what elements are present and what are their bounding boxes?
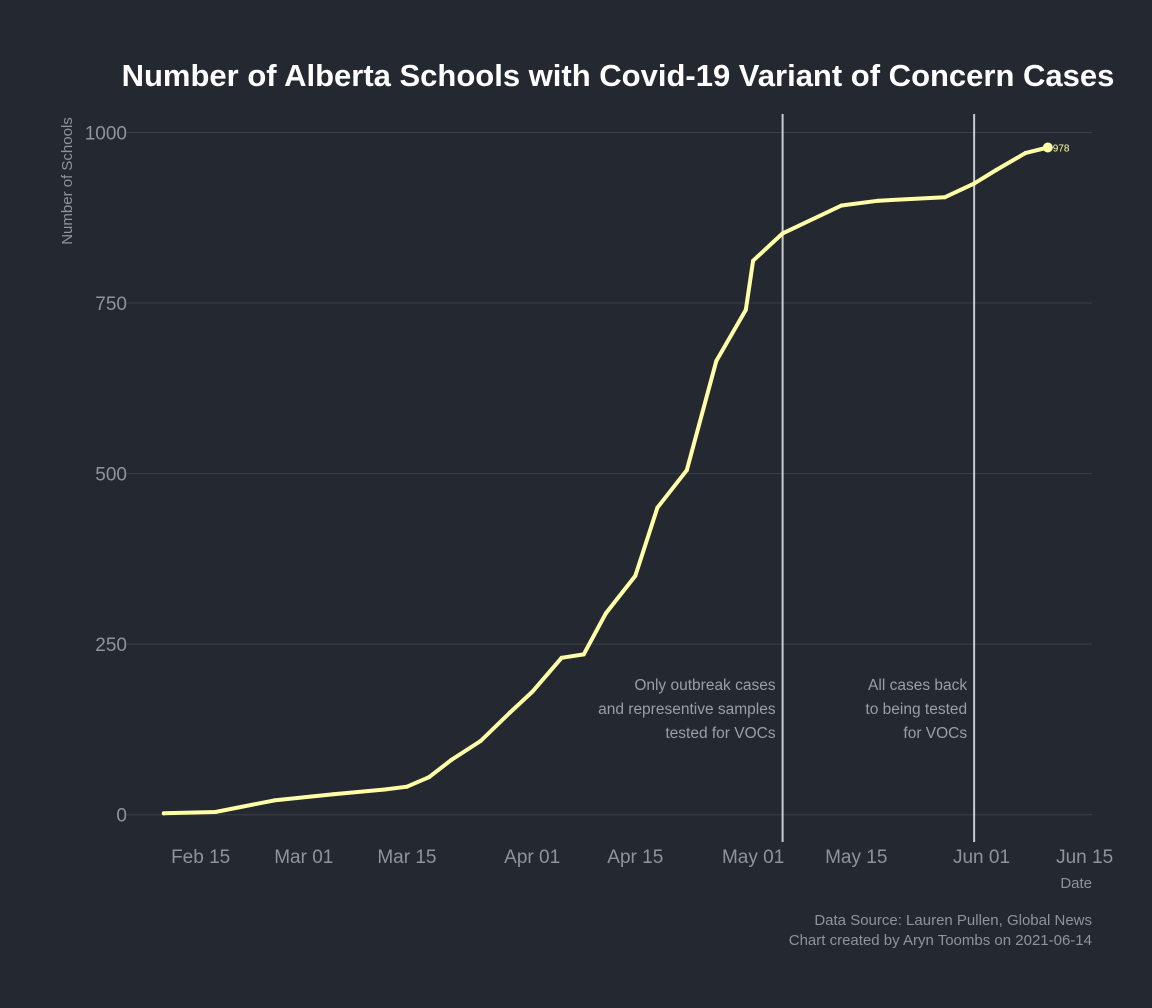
annotation-text: to being tested — [865, 701, 967, 718]
data-point — [633, 573, 638, 578]
x-tick-label: May 01 — [722, 847, 784, 868]
x-tick-label: Jun 01 — [953, 847, 1010, 868]
data-point — [559, 655, 564, 660]
data-point — [603, 611, 608, 616]
x-axis-ticks: Feb 15 Mar 01 Mar 15 Apr 01 Apr 15 May 01 May … — [171, 847, 1113, 868]
x-tick-label: Apr 15 — [607, 847, 663, 868]
data-point — [478, 739, 483, 744]
data-point — [751, 258, 756, 263]
data-point — [161, 811, 166, 816]
series-line — [161, 145, 1050, 816]
y-tick-label: 1000 — [85, 123, 127, 144]
end-point-label: 978 — [1053, 143, 1070, 154]
y-tick-label: 0 — [116, 806, 127, 827]
x-tick-label: Mar 01 — [274, 847, 333, 868]
chart-title: Number of Alberta Schools with Covid-19 … — [122, 58, 1115, 93]
data-point — [839, 203, 844, 208]
series-layer: 978 — [161, 142, 1070, 816]
x-tick-label: Jun 15 — [1056, 847, 1113, 868]
data-point — [508, 710, 513, 715]
y-axis-ticks: 0 250 500 750 1000 — [85, 123, 127, 826]
data-point — [780, 231, 785, 236]
x-tick-label: Mar 15 — [377, 847, 436, 868]
data-point — [684, 468, 689, 473]
caption-line: Data Source: Lauren Pullen, Global News — [814, 912, 1092, 929]
x-axis-title: Date — [1060, 875, 1092, 892]
end-point-marker — [1042, 142, 1053, 153]
data-point — [530, 689, 535, 694]
caption: Data Source: Lauren Pullen, Global News C… — [789, 912, 1092, 949]
y-tick-label: 250 — [95, 635, 127, 656]
data-point — [213, 809, 218, 814]
data-point — [1023, 150, 1028, 155]
data-point — [449, 758, 454, 763]
data-point — [655, 505, 660, 510]
annotation-text: for VOCs — [903, 725, 967, 742]
x-tick-label: Apr 01 — [504, 847, 560, 868]
data-point — [404, 784, 409, 789]
data-point — [272, 798, 277, 803]
annotation-text: and representive samples — [598, 701, 776, 718]
y-tick-label: 500 — [95, 465, 127, 486]
data-point — [994, 167, 999, 172]
data-point — [331, 792, 336, 797]
y-axis-title: Number of Schools — [59, 117, 76, 245]
data-point — [972, 181, 977, 186]
annotation-text: All cases back — [868, 677, 967, 694]
data-point — [581, 652, 586, 657]
data-point — [942, 195, 947, 200]
x-tick-label: May 15 — [825, 847, 887, 868]
caption-line: Chart created by Aryn Toombs on 2021-06-… — [789, 932, 1092, 949]
y-tick-label: 750 — [95, 294, 127, 315]
data-point — [427, 775, 432, 780]
annotations: Only outbreak cases and representive samp… — [598, 677, 967, 742]
data-point — [743, 307, 748, 312]
annotation-text: Only outbreak cases — [634, 677, 776, 694]
data-point — [876, 198, 881, 203]
x-tick-label: Feb 15 — [171, 847, 230, 868]
annotation-text: tested for VOCs — [665, 725, 776, 742]
gridlines — [127, 131, 1092, 816]
data-point — [382, 787, 387, 792]
data-point — [714, 359, 719, 364]
